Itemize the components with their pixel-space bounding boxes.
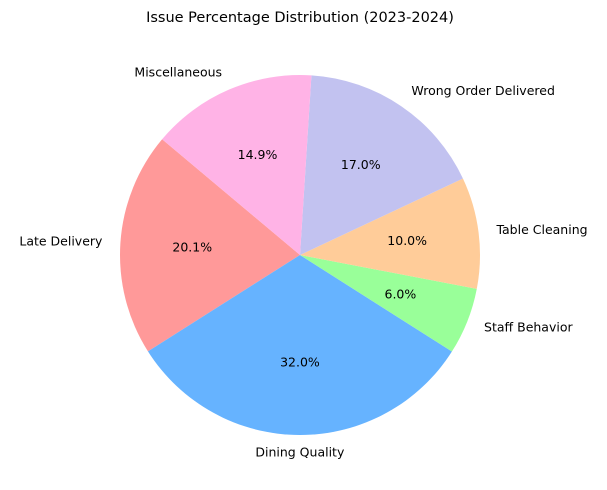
slice-label: Miscellaneous — [134, 64, 222, 79]
pie-labels: Late Delivery 20.1% Dining Quality 32.0% Sta… — [19, 64, 587, 459]
chart-title: Issue Percentage Distribution (2023-2024… — [146, 10, 454, 26]
slice-percentage-label: 17.0% — [341, 157, 381, 172]
slice-label: Wrong Order Delivered — [411, 83, 554, 98]
slice-label: Late Delivery — [19, 233, 103, 248]
pie-slice-late-delivery — [119, 139, 301, 352]
slice-label: Table Cleaning — [495, 222, 587, 237]
pie-slice-dining-quality — [147, 255, 452, 436]
slice-percentage-label: 10.0% — [387, 233, 427, 248]
pie-slices — [119, 75, 480, 436]
slice-percentage-label: 14.9% — [238, 147, 278, 162]
pie-slice-wrong-order-delivered — [300, 75, 463, 255]
slice-label: Dining Quality — [255, 444, 345, 459]
slice-label: Staff Behavior — [484, 320, 573, 335]
pie-slice-staff-behavior — [300, 255, 477, 352]
slice-percentage-label: 20.1% — [172, 239, 212, 254]
slice-percentage-label: 6.0% — [385, 286, 417, 301]
slice-percentage-label: 32.0% — [280, 354, 320, 369]
pie-slice-table-cleaning — [300, 178, 480, 289]
pie-slice-miscellaneous — [162, 75, 312, 255]
